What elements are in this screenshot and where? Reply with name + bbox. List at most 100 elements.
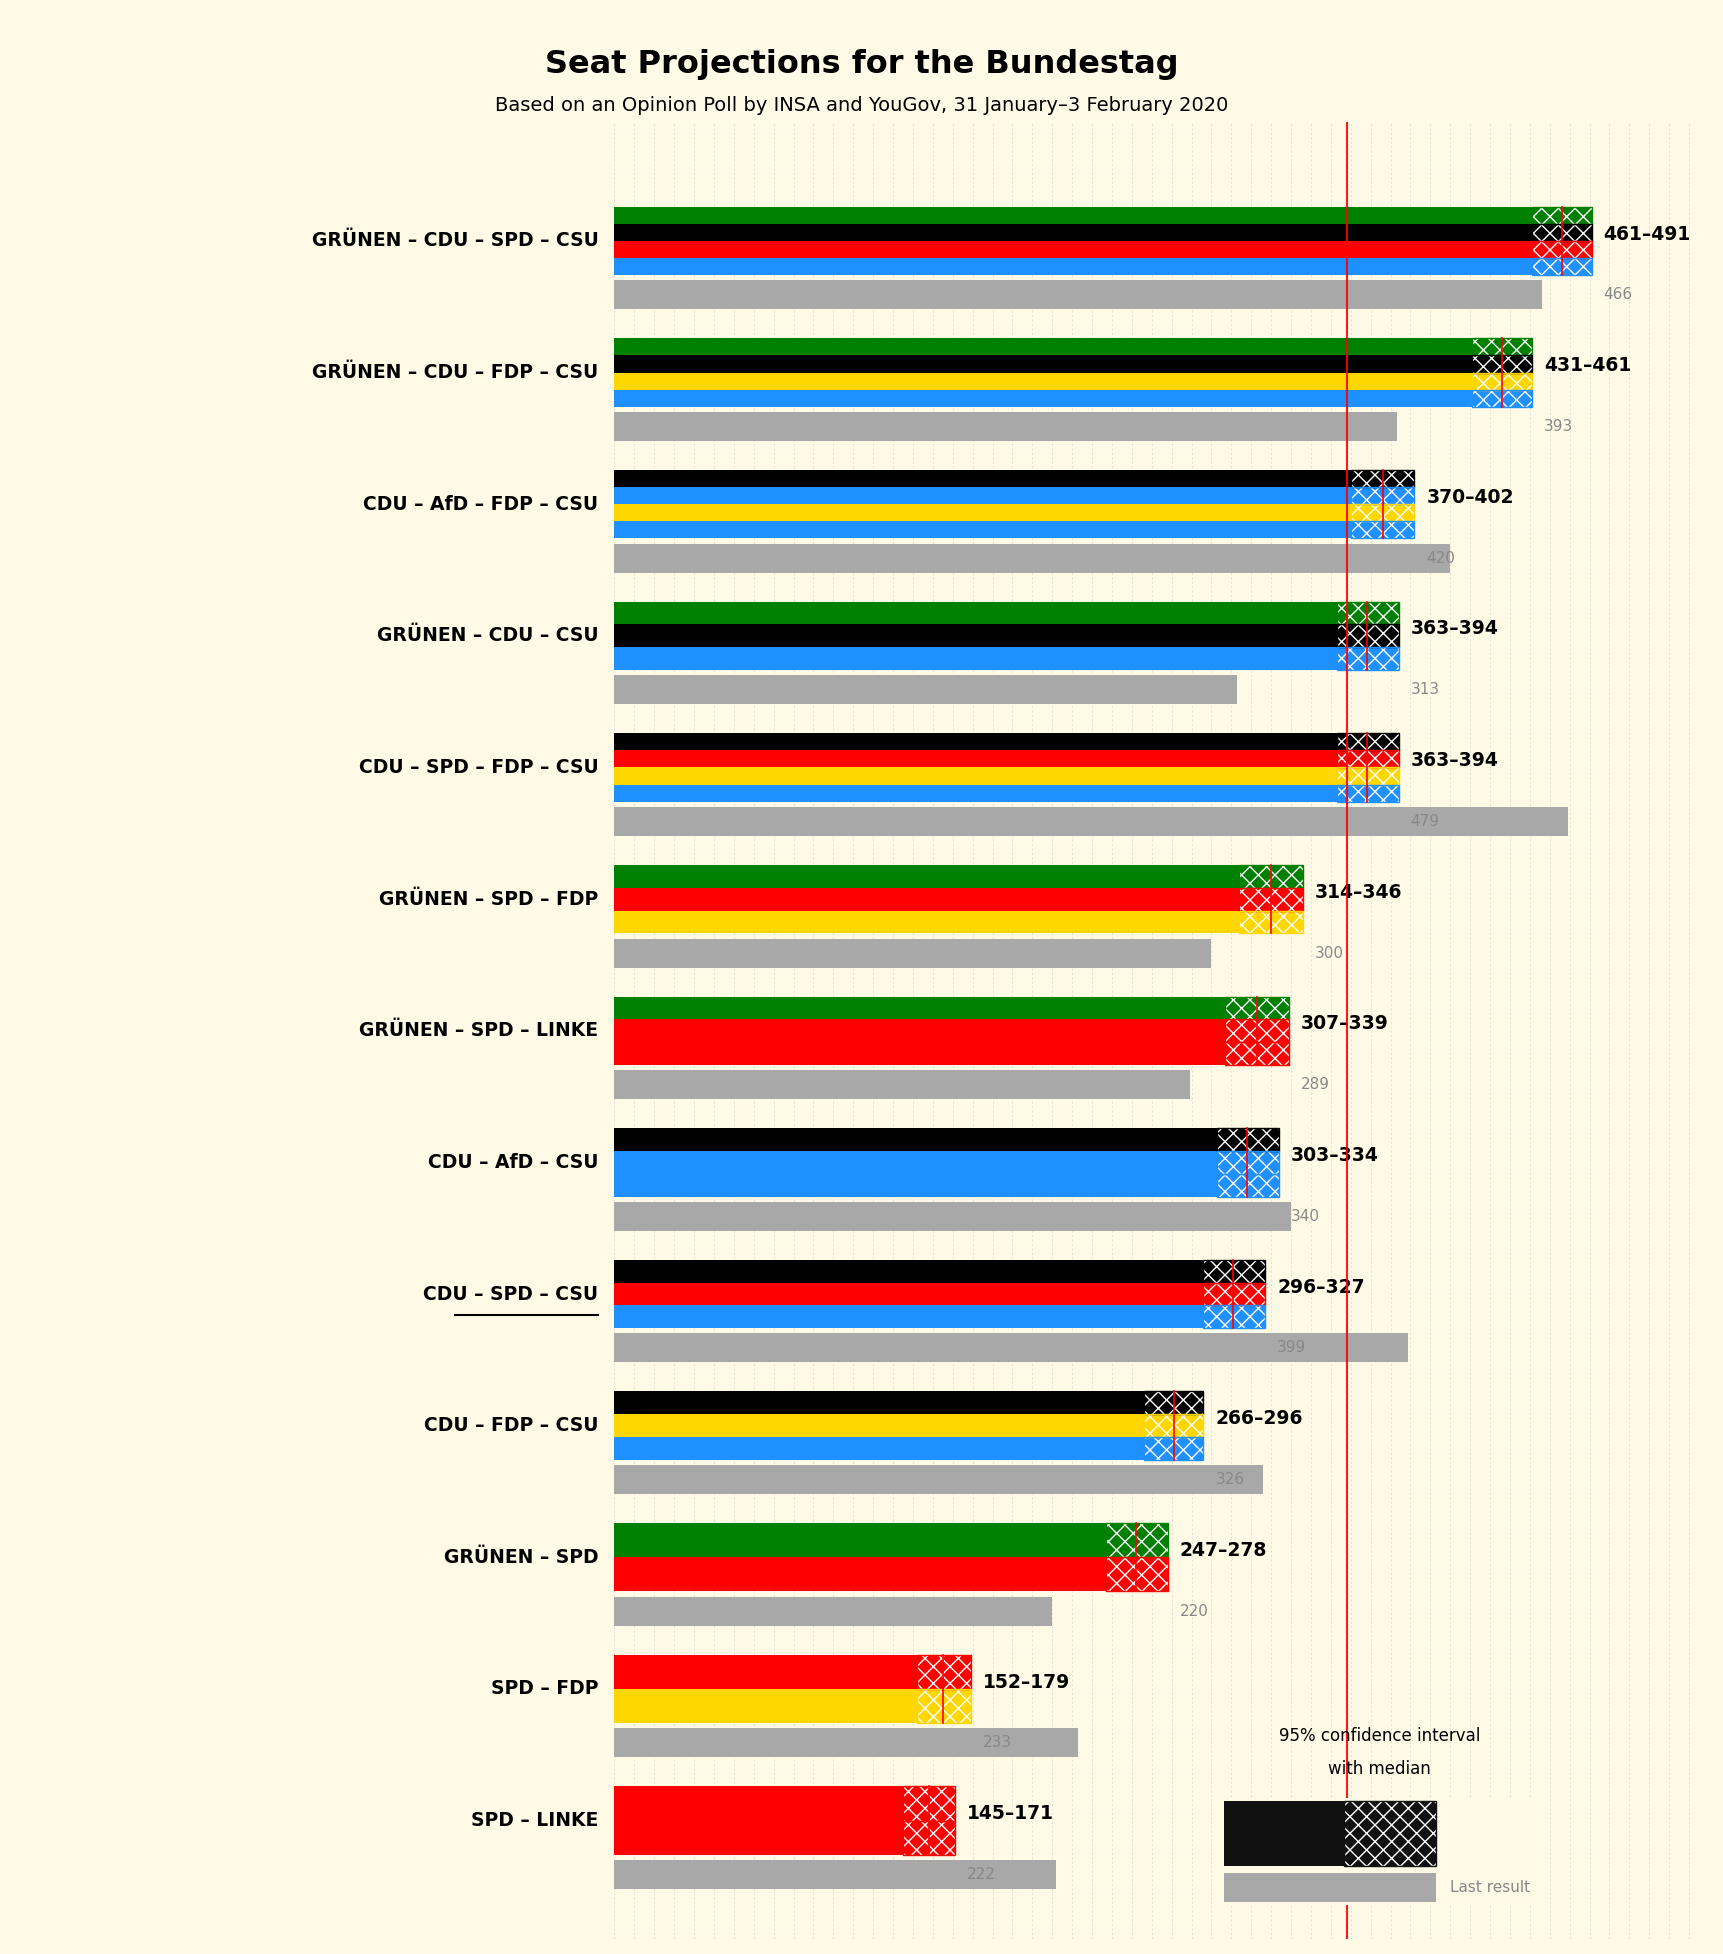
Bar: [613, 1596, 1051, 1626]
Bar: [1142, 1415, 1203, 1436]
Text: 479: 479: [1409, 815, 1439, 828]
Bar: [1532, 225, 1590, 240]
Bar: [1216, 1174, 1278, 1196]
Bar: [613, 1860, 1056, 1890]
Bar: [613, 522, 1351, 539]
Text: GRÜNEN – SPD – LINKE: GRÜNEN – SPD – LINKE: [360, 1022, 598, 1040]
Bar: [613, 1557, 1106, 1591]
Bar: [917, 1655, 970, 1688]
Bar: [613, 240, 1532, 258]
Bar: [613, 1282, 1203, 1305]
Text: Last result: Last result: [1449, 1880, 1528, 1895]
Text: SPD – LINKE: SPD – LINKE: [470, 1811, 598, 1831]
Text: GRÜNEN – SPD – FDP: GRÜNEN – SPD – FDP: [379, 889, 598, 909]
Bar: [613, 647, 1335, 670]
Text: 222: 222: [967, 1866, 994, 1882]
Bar: [1225, 997, 1289, 1020]
Bar: [903, 1821, 955, 1854]
Text: 266–296: 266–296: [1215, 1409, 1303, 1428]
Text: Seat Projections for the Bundestag: Seat Projections for the Bundestag: [544, 49, 1179, 80]
Text: SPD – FDP: SPD – FDP: [491, 1678, 598, 1698]
Bar: [1203, 1305, 1265, 1329]
Bar: [1335, 602, 1397, 625]
Text: 340: 340: [1291, 1210, 1320, 1223]
Bar: [613, 1786, 903, 1821]
Bar: [613, 1202, 1291, 1231]
Bar: [903, 1821, 955, 1854]
Text: 300: 300: [1315, 946, 1344, 961]
Bar: [1203, 1260, 1265, 1282]
Bar: [613, 207, 1532, 225]
Bar: [1471, 389, 1532, 406]
Bar: [613, 1174, 1216, 1196]
Bar: [1335, 733, 1397, 750]
Bar: [613, 281, 1540, 309]
Bar: [1335, 733, 1397, 750]
Bar: [1142, 1436, 1203, 1460]
Bar: [613, 543, 1449, 573]
Bar: [613, 768, 1335, 786]
Bar: [1142, 1415, 1203, 1436]
Bar: [1532, 207, 1590, 225]
Text: 461–491: 461–491: [1602, 225, 1690, 244]
Bar: [1532, 207, 1590, 225]
Bar: [1335, 768, 1397, 786]
Text: CDU – AfD – CSU: CDU – AfD – CSU: [427, 1153, 598, 1172]
Bar: [613, 1729, 1077, 1757]
Text: 313: 313: [1409, 682, 1439, 698]
Text: 289: 289: [1301, 1077, 1328, 1092]
Text: CDU – SPD – FDP – CSU: CDU – SPD – FDP – CSU: [358, 758, 598, 778]
Text: 431–461: 431–461: [1542, 356, 1630, 375]
Text: GRÜNEN – SPD: GRÜNEN – SPD: [443, 1548, 598, 1567]
Bar: [1351, 522, 1413, 539]
Bar: [613, 1127, 1216, 1151]
Bar: [613, 1688, 917, 1723]
Bar: [1225, 1041, 1289, 1065]
Bar: [1471, 338, 1532, 356]
Bar: [1216, 1151, 1278, 1174]
Bar: [1203, 1282, 1265, 1305]
Bar: [1225, 1020, 1289, 1041]
Bar: [613, 1821, 903, 1854]
Bar: [1216, 1127, 1278, 1151]
Bar: [1471, 356, 1532, 373]
Bar: [613, 1655, 917, 1688]
Bar: [613, 258, 1532, 276]
Bar: [1335, 602, 1397, 625]
Text: CDU – FDP – CSU: CDU – FDP – CSU: [424, 1417, 598, 1434]
Bar: [1216, 1127, 1278, 1151]
Bar: [1239, 866, 1303, 887]
Bar: [1471, 373, 1532, 389]
Bar: [613, 471, 1351, 487]
Bar: [1532, 258, 1590, 276]
Bar: [1225, 997, 1289, 1020]
Bar: [1532, 240, 1590, 258]
Text: 393: 393: [1542, 418, 1571, 434]
Bar: [613, 487, 1351, 504]
Bar: [613, 1522, 1106, 1557]
Bar: [1223, 1872, 1435, 1901]
Bar: [1216, 1151, 1278, 1174]
Text: 466: 466: [1602, 287, 1632, 303]
Bar: [1471, 373, 1532, 389]
Bar: [613, 1305, 1203, 1329]
Bar: [1351, 487, 1413, 504]
Bar: [1532, 240, 1590, 258]
Bar: [613, 733, 1335, 750]
Text: 303–334: 303–334: [1291, 1147, 1378, 1165]
Text: 296–327: 296–327: [1277, 1278, 1365, 1297]
Bar: [1106, 1522, 1166, 1557]
Bar: [613, 1071, 1189, 1100]
Bar: [613, 911, 1239, 934]
Bar: [613, 866, 1239, 887]
Text: 314–346: 314–346: [1315, 883, 1401, 901]
Text: GRÜNEN – CDU – SPD – CSU: GRÜNEN – CDU – SPD – CSU: [312, 231, 598, 250]
Bar: [613, 938, 1211, 967]
Bar: [1225, 1041, 1289, 1065]
Bar: [917, 1688, 970, 1723]
Text: GRÜNEN – CDU – CSU: GRÜNEN – CDU – CSU: [377, 627, 598, 645]
Text: 220: 220: [1179, 1604, 1208, 1618]
Bar: [613, 412, 1396, 442]
Bar: [1344, 1802, 1435, 1866]
Bar: [613, 1436, 1142, 1460]
